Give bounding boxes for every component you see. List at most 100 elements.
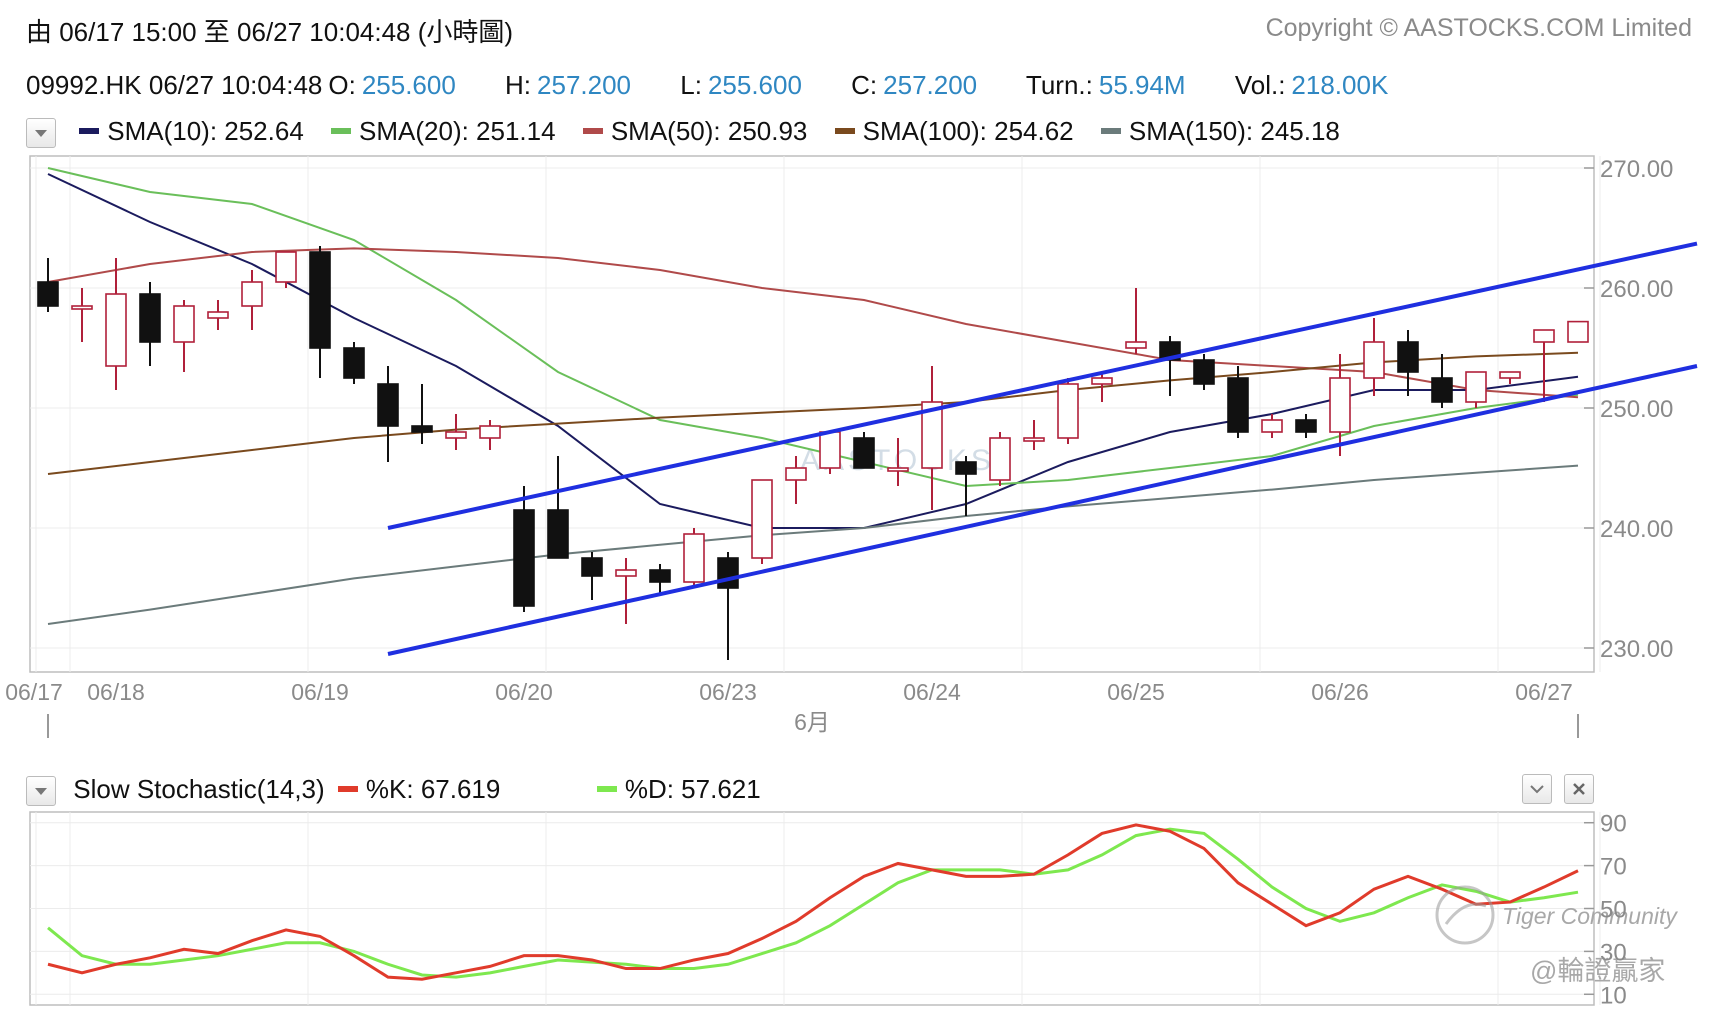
trend-line: [387, 364, 1698, 656]
legend-sma20: SMA(20): 251.14: [325, 116, 556, 146]
x-tick-label: 06/18: [87, 679, 145, 705]
y-tick-label: 270.00: [1600, 156, 1673, 183]
candle-body: [1193, 359, 1215, 385]
candle: [717, 552, 739, 660]
y-tick-label: 30: [1600, 939, 1627, 966]
candle-body: [785, 467, 807, 481]
candle: [377, 366, 399, 462]
candle-body: [1397, 341, 1419, 373]
candle: [819, 431, 841, 474]
candle-body: [377, 383, 399, 427]
y-tick-label: 260.00: [1600, 276, 1673, 303]
candle-body: [887, 467, 909, 472]
candle: [615, 558, 637, 624]
quote-bar: 09992.HK 06/27 10:04:48 O: 255.600 H: 257.2…: [26, 70, 1394, 101]
legend-sma100: SMA(100): 254.62: [829, 116, 1074, 146]
candle-body: [1567, 320, 1589, 343]
y-tick-label: 50: [1600, 897, 1627, 924]
legend-sma150: SMA(150): 245.18: [1095, 116, 1340, 146]
candle-body: [479, 425, 501, 439]
candle: [1465, 371, 1487, 408]
sma-line: [47, 173, 1579, 529]
x-tick-label: 06/25: [1107, 679, 1165, 705]
legend-swatch: [1100, 128, 1121, 135]
stochastic-dropdown-button[interactable]: [26, 776, 56, 807]
x-sublabel: 6月: [794, 709, 830, 735]
candle: [1397, 330, 1419, 396]
legend-sma50: SMA(50): 250.93: [577, 116, 807, 146]
center-watermark: AASTOCKS: [800, 444, 995, 477]
candle: [1567, 320, 1589, 343]
candle-body: [445, 431, 467, 439]
candle-body: [717, 557, 739, 589]
candle-body: [921, 401, 943, 469]
close-label: C:: [851, 70, 878, 100]
close-panel-button[interactable]: [1564, 774, 1594, 804]
candle: [37, 258, 59, 312]
candle: [649, 564, 671, 594]
candle: [309, 246, 331, 378]
candle: [445, 414, 467, 450]
candle-body: [751, 479, 773, 559]
y-tick-label: 250.00: [1600, 396, 1673, 423]
turnover-label: Turn.:: [1025, 70, 1093, 100]
candle: [1295, 414, 1317, 438]
high-label: H:: [505, 70, 532, 100]
x-tick-label: 06/20: [495, 679, 553, 705]
legend-swatch: [337, 786, 358, 793]
low-value: 255.600: [707, 70, 802, 100]
candle-body: [1091, 377, 1113, 385]
sma-line: [47, 351, 1579, 475]
stochastic-title: Slow Stochastic(14,3): [73, 774, 325, 804]
candle-body: [1431, 377, 1453, 403]
candle: [207, 300, 229, 330]
candle-body: [649, 569, 671, 583]
main-chart-dropdown-button[interactable]: [26, 118, 56, 149]
legend-swatch: [834, 128, 855, 135]
collapse-panel-button[interactable]: [1522, 774, 1552, 804]
candle-body: [1227, 377, 1249, 433]
candle-body: [173, 305, 195, 343]
candle-body: [343, 347, 365, 379]
candle-body: [1533, 329, 1555, 343]
candle: [1363, 318, 1385, 396]
candle: [105, 258, 127, 390]
candle-body: [1261, 419, 1283, 433]
candle: [1329, 354, 1351, 456]
y-tick-label: 240.00: [1600, 516, 1673, 543]
candle: [751, 479, 773, 564]
candle-body: [309, 251, 331, 349]
plot-frame: [29, 155, 1595, 673]
high-value: 257.200: [537, 70, 632, 100]
candle: [275, 251, 297, 288]
x-tick-label: 06/23: [699, 679, 757, 705]
x-tick-label: 06/19: [291, 679, 349, 705]
chart-range-title: 由 06/17 15:00 至 06/27 10:04:48 (小時圖): [26, 17, 514, 47]
candle-body: [241, 281, 263, 307]
candle: [1499, 371, 1521, 384]
candle-body: [989, 437, 1011, 481]
candle: [683, 528, 705, 588]
candle: [1023, 420, 1045, 450]
candle-body: [683, 533, 705, 583]
x-tick-label: 06/26: [1311, 679, 1369, 705]
legend-swatch: [331, 128, 352, 135]
candle-body: [1159, 341, 1181, 361]
candle-body: [955, 461, 977, 475]
candle-body: [1125, 341, 1147, 349]
candle: [1431, 354, 1453, 408]
candle: [1193, 354, 1215, 390]
candle-body: [139, 293, 161, 343]
candle: [343, 342, 365, 384]
candle-body: [71, 305, 93, 310]
sma-line: [47, 464, 1579, 625]
candle: [921, 366, 943, 510]
candle: [139, 282, 161, 366]
x-tick-label: 06/17: [5, 679, 63, 705]
candle: [955, 456, 977, 516]
legend-swatch: [596, 786, 617, 793]
candle-body: [105, 293, 127, 367]
candle: [581, 552, 603, 600]
